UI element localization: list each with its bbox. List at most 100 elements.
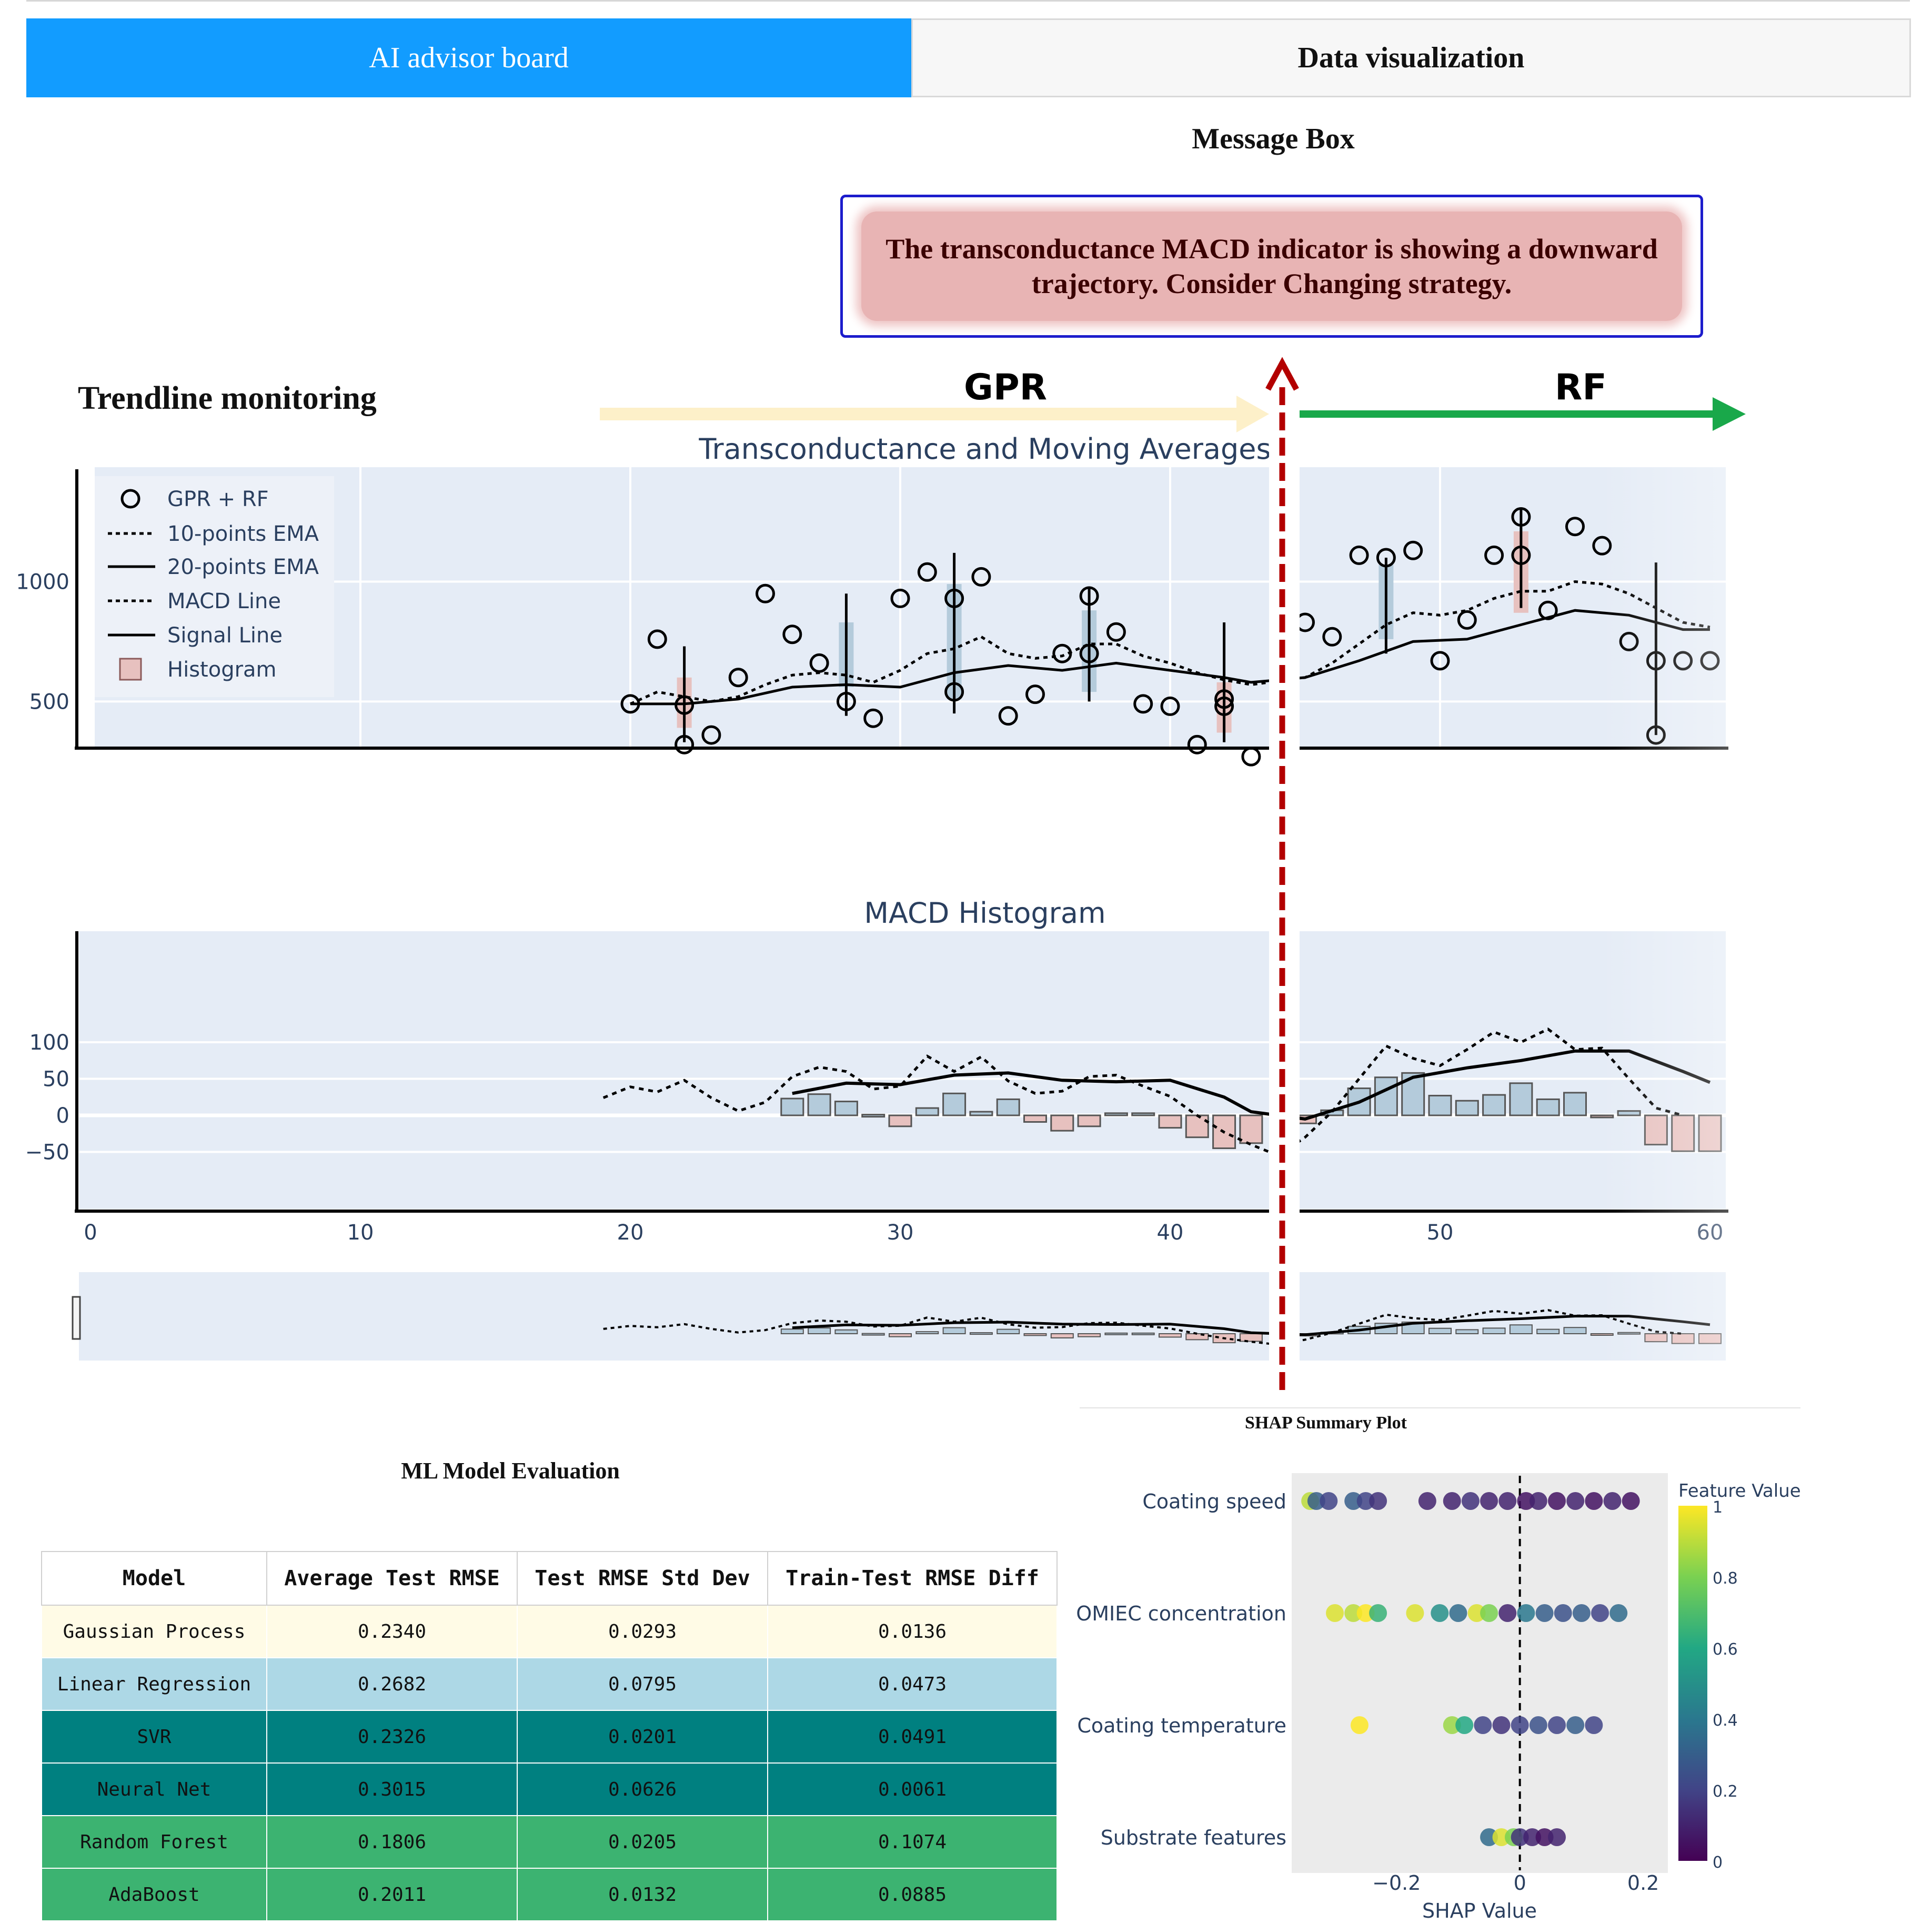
legend-label: MACD Line xyxy=(167,589,281,613)
x-tick-label: 40 xyxy=(1157,1221,1184,1245)
table-cell: 0.0205 xyxy=(517,1815,768,1869)
histogram-bar xyxy=(942,1092,967,1116)
plot-background xyxy=(95,467,1726,747)
range-slider-bar xyxy=(861,1333,885,1336)
shap-point xyxy=(1572,1604,1591,1622)
data-point xyxy=(1322,627,1342,647)
shap-point xyxy=(1356,1604,1375,1622)
feature-label: Substrate features xyxy=(1101,1826,1286,1849)
table-cell: 0.0132 xyxy=(517,1868,768,1921)
shap-point xyxy=(1535,1828,1554,1846)
shap-point xyxy=(1498,1492,1517,1510)
range-slider-bar xyxy=(997,1328,1020,1334)
table-cell: 0.0795 xyxy=(517,1657,768,1711)
data-point xyxy=(890,588,910,608)
shap-point xyxy=(1406,1604,1424,1622)
colorbar-tick-label: 0.2 xyxy=(1713,1782,1738,1801)
table-cell: 0.2682 xyxy=(266,1657,518,1711)
shap-point xyxy=(1369,1604,1387,1622)
histogram-bar xyxy=(1536,1098,1560,1116)
shap-point xyxy=(1418,1492,1436,1510)
colorbar-tick-label: 0 xyxy=(1713,1854,1723,1872)
shap-point xyxy=(1498,1604,1517,1622)
histogram-bar xyxy=(1509,1082,1533,1116)
feature-label: Coating temperature xyxy=(1077,1714,1286,1737)
shap-point xyxy=(1461,1492,1480,1510)
column-header: Test RMSE Std Dev xyxy=(517,1551,768,1606)
shap-point xyxy=(1511,1716,1529,1734)
table-cell: 0.2011 xyxy=(266,1868,518,1921)
histogram-bar xyxy=(1077,1114,1101,1127)
histogram-bar xyxy=(888,1114,912,1127)
data-point xyxy=(1214,696,1234,716)
range-slider-bar xyxy=(1185,1333,1209,1341)
shap-point xyxy=(1622,1492,1640,1510)
shap-point xyxy=(1603,1492,1622,1510)
message-box-text: The transconductance MACD indicator is s… xyxy=(861,211,1682,321)
legend-label: 20-points EMA xyxy=(167,555,319,579)
table-row: Random Forest 0.1806 0.0205 0.1074 xyxy=(41,1815,1058,1869)
gpr-label: GPR xyxy=(964,367,1048,408)
histogram-bar xyxy=(996,1098,1020,1116)
histogram-bar xyxy=(1050,1114,1074,1132)
data-point xyxy=(647,629,667,649)
shap-summary-plot: Coating speed OMIEC concentration Coating … xyxy=(1076,1473,1801,1922)
table-row: Neural Net 0.3015 0.0626 0.0061 xyxy=(41,1762,1058,1816)
range-slider-bar xyxy=(889,1333,912,1337)
signal-line xyxy=(792,1049,1711,1121)
table-row: AdaBoost 0.2011 0.0132 0.0885 xyxy=(41,1868,1058,1921)
top-divider xyxy=(26,0,1910,2)
strategy-switch-arrow-head xyxy=(1265,357,1299,391)
data-point xyxy=(782,624,802,644)
colorbar-tick-label: 0.6 xyxy=(1713,1640,1738,1659)
chart-title: MACD Histogram xyxy=(864,896,1105,930)
shap-point xyxy=(1455,1716,1474,1734)
table-cell: 0.0626 xyxy=(517,1762,768,1816)
shap-point xyxy=(1566,1716,1585,1734)
data-point xyxy=(1106,622,1126,642)
data-point xyxy=(1079,586,1099,606)
range-slider-bar xyxy=(1023,1333,1047,1336)
histogram-bar xyxy=(1023,1114,1047,1123)
data-point xyxy=(756,583,775,603)
shap-point xyxy=(1443,1492,1461,1510)
shap-point xyxy=(1523,1828,1542,1846)
legend-label: 10-points EMA xyxy=(167,522,319,546)
histogram-bar xyxy=(1374,1076,1398,1116)
data-point xyxy=(944,588,964,608)
data-point xyxy=(1052,643,1072,663)
histogram-bar xyxy=(1104,1112,1128,1116)
x-tick-label: 10 xyxy=(347,1221,374,1245)
range-slider-bar xyxy=(1455,1329,1479,1334)
legend-swatch-histogram xyxy=(119,658,142,681)
ml-evaluation-table: Model Average Test RMSE Test RMSE Std De… xyxy=(41,1551,1058,1921)
table-cell: 0.0491 xyxy=(767,1710,1058,1764)
range-slider-bar xyxy=(1159,1333,1182,1338)
shap-point xyxy=(1548,1716,1566,1734)
table-row: Gaussian Process 0.2340 0.0293 0.0136 xyxy=(41,1605,1058,1658)
table-cell: 0.1806 xyxy=(266,1815,518,1869)
y-tick-label: 50 xyxy=(43,1067,69,1092)
tab-data-visualization[interactable]: Data visualization xyxy=(911,18,1911,97)
y-tick-label: 100 xyxy=(29,1031,69,1055)
table-cell: 0.0473 xyxy=(767,1657,1058,1711)
table-header-row: Model Average Test RMSE Test RMSE Std De… xyxy=(41,1551,1058,1606)
data-point xyxy=(863,708,883,728)
legend-label: GPR + RF xyxy=(167,487,269,511)
histogram-bar xyxy=(834,1101,858,1116)
shap-point xyxy=(1480,1828,1498,1846)
range-slider-bar xyxy=(834,1329,858,1335)
table-cell: 0.2326 xyxy=(266,1710,518,1764)
table-cell: SVR xyxy=(41,1710,267,1764)
range-slider-bar xyxy=(1104,1332,1128,1335)
shap-point xyxy=(1480,1604,1498,1622)
tab-ai-advisor-board[interactable]: AI advisor board xyxy=(26,18,911,97)
data-point xyxy=(917,562,937,582)
data-point xyxy=(1565,517,1585,537)
colorbar-tick-label: 0.4 xyxy=(1713,1711,1738,1730)
y-tick-label: 500 xyxy=(29,690,69,714)
data-point xyxy=(836,691,856,711)
table-cell: Neural Net xyxy=(41,1762,267,1816)
colorbar-title: Feature Value xyxy=(1678,1480,1801,1502)
table-cell: 0.0293 xyxy=(517,1605,768,1658)
